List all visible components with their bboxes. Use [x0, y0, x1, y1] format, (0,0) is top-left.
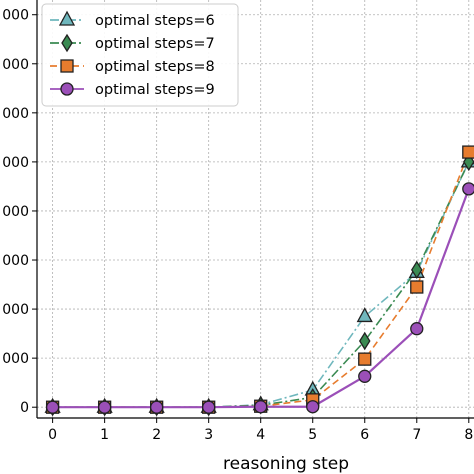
- data-point-circle: [462, 182, 474, 196]
- legend-marker-diamond: [61, 33, 73, 53]
- x-tick-label: 3: [204, 427, 213, 443]
- legend: optimal steps=6 optimal steps=7 optimal st…: [41, 3, 239, 107]
- legend-marker-triangle: [58, 10, 76, 26]
- data-point-triangle: [356, 307, 373, 323]
- x-tick-label: 1: [100, 427, 109, 443]
- legend-label: optimal steps=8: [95, 59, 215, 75]
- data-point-circle: [150, 400, 164, 414]
- y-tick-label: 000: [2, 8, 29, 24]
- data-point-circle: [254, 400, 268, 414]
- data-point-square: [462, 145, 474, 159]
- x-tick-label: 0: [48, 427, 57, 443]
- x-axis-ticks: 0 1 2 3 4 5 6 7 8: [48, 418, 473, 443]
- y-tick-label: 000: [2, 155, 29, 171]
- series-markers: [44, 145, 474, 417]
- legend-box: [41, 3, 239, 107]
- data-point-circle: [306, 400, 320, 414]
- y-tick-label: 000: [2, 106, 29, 122]
- y-tick-label: 000: [2, 302, 29, 318]
- y-tick-label: 000: [2, 253, 29, 269]
- legend-label: optimal steps=6: [95, 13, 215, 29]
- data-point-square: [410, 280, 424, 294]
- data-point-circle: [45, 400, 60, 414]
- legend-label: optimal steps=7: [95, 36, 215, 52]
- x-tick-label: 2: [152, 427, 161, 443]
- x-tick-label: 7: [412, 427, 421, 443]
- x-axis-title: reasoning step: [223, 454, 349, 474]
- y-tick-label: 000: [2, 351, 29, 367]
- data-point-circle: [97, 400, 112, 414]
- plot-frame: [36, 0, 474, 419]
- data-point-circle: [358, 369, 372, 383]
- x-tick-label: 6: [360, 427, 369, 443]
- x-tick-label: 4: [256, 427, 265, 443]
- data-point-circle: [410, 322, 424, 336]
- data-point-diamond: [358, 331, 371, 351]
- x-tick-label: 5: [308, 427, 317, 443]
- data-point-square: [358, 352, 372, 366]
- data-point-circle: [202, 400, 216, 414]
- legend-marker-square: [60, 59, 74, 73]
- data-point-diamond: [411, 260, 423, 280]
- x-tick-label: 8: [464, 427, 473, 443]
- y-tick-label: 000: [2, 204, 29, 220]
- legend-marker-circle: [60, 82, 74, 96]
- legend-label: optimal steps=9: [95, 82, 215, 98]
- y-tick-label: 000: [2, 57, 29, 73]
- y-tick-label: 0: [20, 400, 29, 416]
